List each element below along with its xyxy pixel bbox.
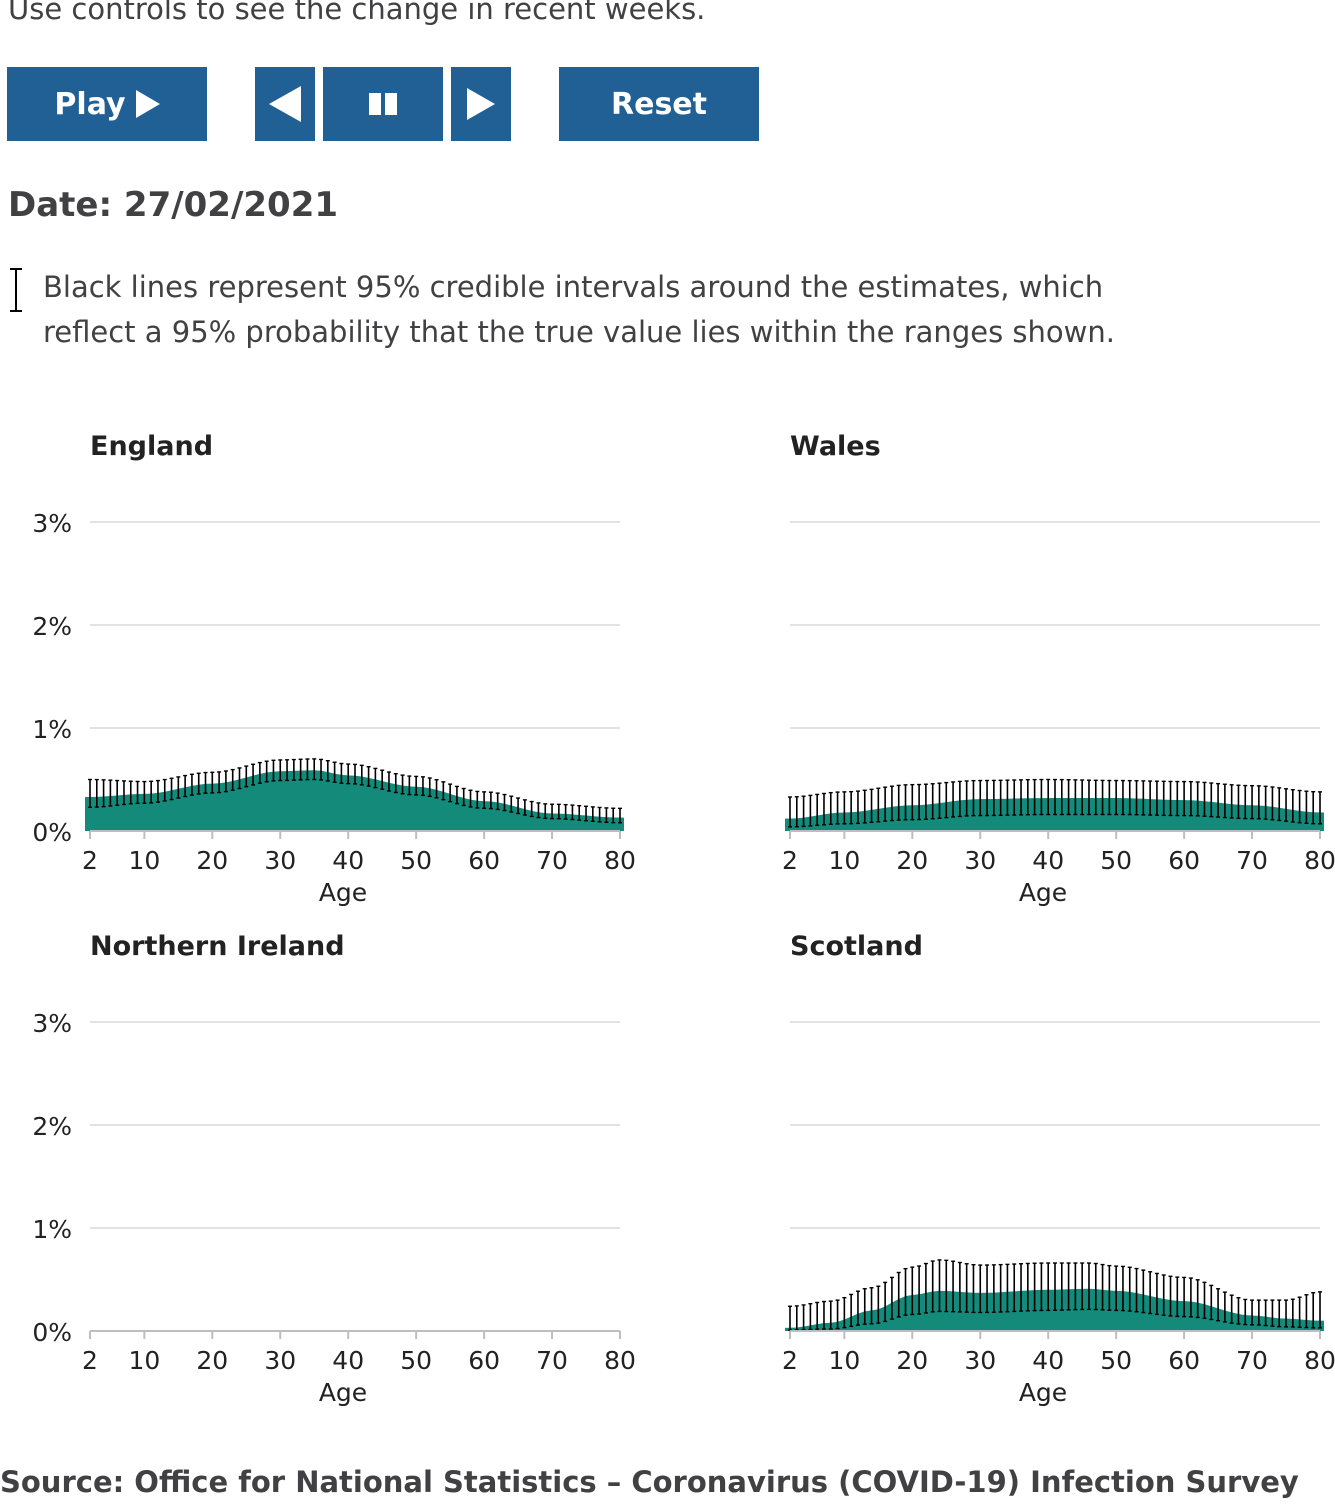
x-tick-label: 2 (82, 1346, 98, 1375)
x-axis-label: Age (1019, 1378, 1067, 1407)
chart-panel-scotland: Scotland 2 10 20 30 40 50 60 70 80 Age (782, 931, 1335, 1407)
x-tick-label: 30 (964, 1346, 996, 1375)
x-tick-label: 40 (332, 846, 364, 875)
x-tick-label: 10 (828, 846, 860, 875)
source-note: Source: Office for National Statistics –… (0, 1465, 1299, 1499)
chart-title: England (90, 431, 213, 462)
play-icon (135, 90, 160, 118)
x-tick-label: 10 (128, 846, 160, 875)
x-tick-label: 20 (196, 1346, 228, 1375)
y-tick-label: 1% (32, 1215, 72, 1244)
x-tick-label: 60 (1168, 1346, 1200, 1375)
y-tick-label: 2% (32, 1112, 72, 1141)
credible-interval-icon (10, 268, 22, 312)
x-tick-label: 80 (1304, 846, 1335, 875)
step-back-button[interactable] (255, 67, 315, 141)
pause-icon (369, 93, 397, 115)
intro-text: Use controls to see the change in recent… (8, 0, 706, 26)
x-tick-label: 70 (536, 846, 568, 875)
x-tick-label: 30 (264, 1346, 296, 1375)
x-axis-label: Age (1019, 878, 1067, 907)
x-axis-label: Age (319, 1378, 367, 1407)
chart-panel-england: England 0% 1% 2% 3% 2 10 20 30 40 50 60 70 80 Age (32, 431, 636, 907)
x-tick-label: 40 (332, 1346, 364, 1375)
x-tick-label: 2 (82, 846, 98, 875)
credible-interval-note: Black lines represent 95% credible inter… (43, 270, 1115, 349)
reset-button[interactable]: Reset (559, 67, 759, 141)
y-tick-label: 0% (32, 1318, 72, 1347)
date-label: Date: (8, 185, 113, 225)
x-tick-label: 50 (400, 1346, 432, 1375)
x-tick-label: 80 (604, 846, 636, 875)
x-tick-label: 20 (896, 1346, 928, 1375)
y-tick-label: 3% (32, 1009, 72, 1038)
x-tick-label: 70 (536, 1346, 568, 1375)
x-tick-label: 80 (604, 1346, 636, 1375)
pause-button[interactable] (323, 67, 443, 141)
step-forward-button[interactable] (451, 67, 511, 141)
x-tick-label: 30 (264, 846, 296, 875)
x-tick-label: 50 (400, 846, 432, 875)
chart-title: Scotland (790, 931, 923, 962)
x-tick-label: 40 (1032, 846, 1064, 875)
x-axis-label: Age (319, 878, 367, 907)
play-button-label: Play (54, 86, 126, 122)
x-tick-label: 40 (1032, 1346, 1064, 1375)
x-tick-label: 70 (1236, 846, 1268, 875)
chart-panel-wales: Wales 2 10 20 30 40 50 60 70 80 Age (782, 431, 1335, 907)
reset-button-label: Reset (611, 86, 707, 122)
y-tick-label: 0% (32, 818, 72, 847)
y-tick-label: 2% (32, 612, 72, 641)
step-forward-icon (467, 88, 495, 120)
x-tick-label: 50 (1100, 846, 1132, 875)
y-tick-label: 3% (32, 509, 72, 538)
y-tick-label: 1% (32, 715, 72, 744)
chart-title: Wales (790, 431, 881, 462)
x-tick-label: 2 (782, 846, 798, 875)
x-tick-label: 10 (128, 1346, 160, 1375)
step-back-icon (269, 86, 301, 122)
x-tick-label: 20 (196, 846, 228, 875)
x-tick-label: 70 (1236, 1346, 1268, 1375)
x-tick-label: 20 (896, 846, 928, 875)
x-tick-label: 60 (468, 1346, 500, 1375)
x-tick-label: 50 (1100, 1346, 1132, 1375)
x-tick-label: 2 (782, 1346, 798, 1375)
x-tick-label: 60 (1168, 846, 1200, 875)
x-tick-label: 10 (828, 1346, 860, 1375)
date-value: 27/02/2021 (123, 185, 339, 225)
chart-title: Northern Ireland (90, 931, 345, 962)
x-tick-label: 80 (1304, 1346, 1335, 1375)
current-date: Date: 27/02/2021 (8, 185, 338, 225)
x-tick-label: 30 (964, 846, 996, 875)
x-tick-label: 60 (468, 846, 500, 875)
play-button[interactable]: Play (7, 67, 207, 141)
chart-panel-northern-ireland: Northern Ireland 0% 1% 2% 3% 2 10 20 30 40 50 60 70 8… (32, 931, 636, 1407)
